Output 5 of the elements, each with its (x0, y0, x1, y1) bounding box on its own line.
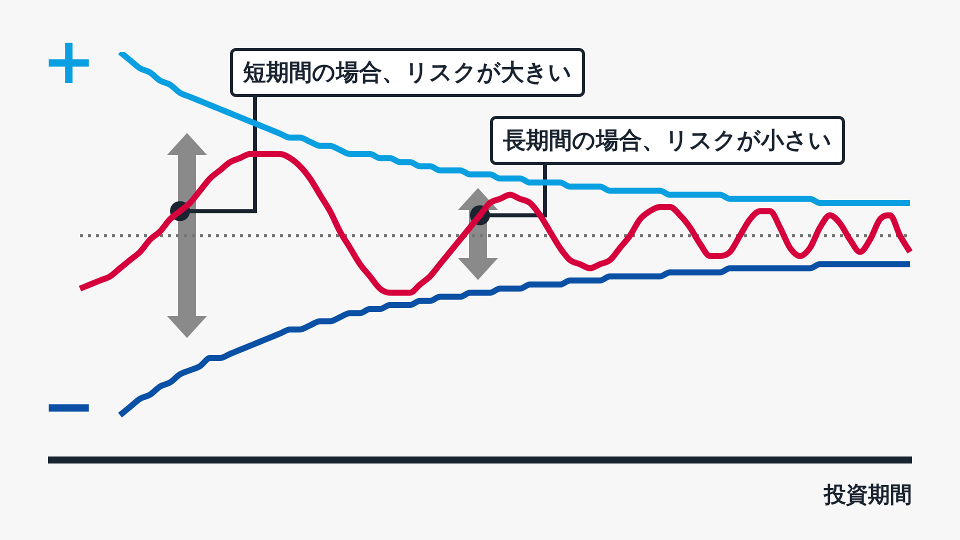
x-axis-title: 投資期間 (824, 482, 912, 510)
annotation: 長期間の場合、リスクが小さい (490, 116, 845, 165)
annotation: − (42, 370, 96, 444)
annotation: + (42, 25, 96, 99)
annotation: 短期間の場合、リスクが大きい (230, 48, 585, 97)
